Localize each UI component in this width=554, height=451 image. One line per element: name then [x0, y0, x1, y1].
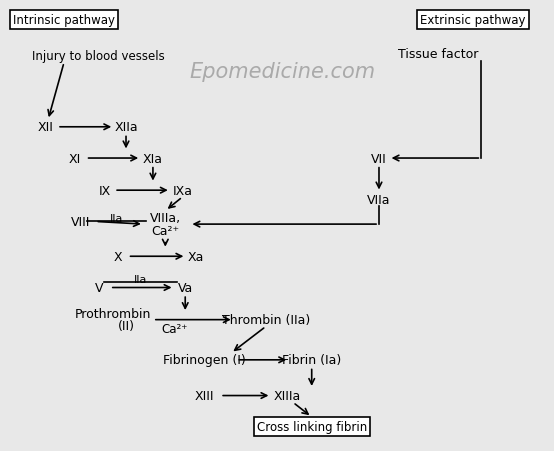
- Text: XII: XII: [37, 121, 53, 134]
- Text: XIII: XIII: [194, 389, 214, 402]
- Text: VIIIa,: VIIIa,: [150, 212, 181, 225]
- Text: Xa: Xa: [188, 250, 204, 263]
- Text: IIa: IIa: [110, 213, 124, 223]
- Text: Prothrombin: Prothrombin: [74, 308, 151, 321]
- Text: V: V: [95, 281, 104, 295]
- Text: IXa: IXa: [172, 184, 193, 197]
- Text: IX: IX: [99, 184, 111, 197]
- Text: Extrinsic pathway: Extrinsic pathway: [420, 14, 526, 27]
- Text: Va: Va: [178, 281, 193, 295]
- Text: Thrombin (IIa): Thrombin (IIa): [222, 313, 310, 327]
- Text: VIII: VIII: [70, 216, 90, 228]
- Text: IIa: IIa: [134, 274, 147, 284]
- Text: XIIa: XIIa: [114, 121, 138, 134]
- Text: (II): (II): [117, 319, 135, 332]
- Text: XIIIa: XIIIa: [274, 389, 301, 402]
- Text: Epomedicine.com: Epomedicine.com: [189, 62, 375, 82]
- Text: XI: XI: [69, 152, 81, 165]
- Text: Ca²⁺: Ca²⁺: [151, 225, 179, 238]
- Text: Cross linking fibrin: Cross linking fibrin: [257, 420, 367, 433]
- Text: VIIa: VIIa: [367, 193, 391, 206]
- Text: X: X: [114, 250, 122, 263]
- Text: Injury to blood vessels: Injury to blood vessels: [32, 50, 165, 63]
- Text: Tissue factor: Tissue factor: [398, 47, 479, 60]
- Text: VII: VII: [371, 152, 387, 165]
- Text: Ca²⁺: Ca²⁺: [161, 322, 188, 336]
- Text: XIa: XIa: [143, 152, 163, 165]
- Text: Fibrin (Ia): Fibrin (Ia): [282, 354, 341, 367]
- Text: Intrinsic pathway: Intrinsic pathway: [13, 14, 115, 27]
- Text: Fibrinogen (I): Fibrinogen (I): [163, 354, 245, 367]
